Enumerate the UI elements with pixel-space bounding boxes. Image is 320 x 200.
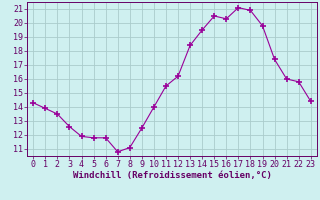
X-axis label: Windchill (Refroidissement éolien,°C): Windchill (Refroidissement éolien,°C) [73, 171, 271, 180]
